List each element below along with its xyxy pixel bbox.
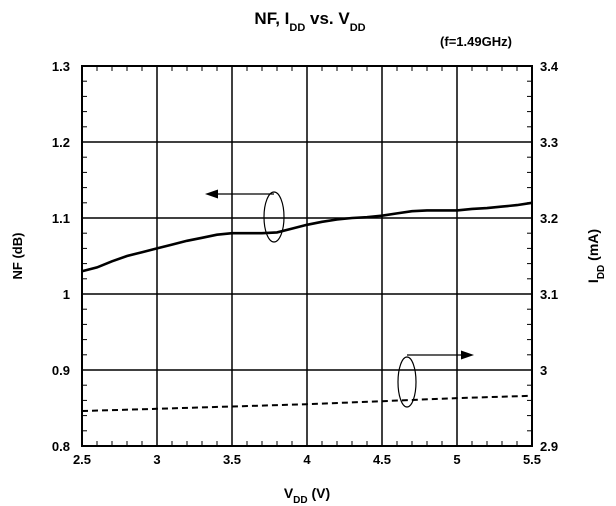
x-tick-label: 4 bbox=[303, 452, 311, 467]
chart-title: NF, IDD vs. VDD bbox=[254, 9, 365, 34]
nf-axis-indicator bbox=[205, 189, 285, 243]
x-tick-label: 3.5 bbox=[223, 452, 241, 467]
y-right-tick-label: 3.4 bbox=[540, 59, 559, 74]
x-tick-label: 4.5 bbox=[373, 452, 391, 467]
y-right-axis-label: IDD (mA) bbox=[585, 229, 607, 283]
y-left-tick-label: 1.3 bbox=[52, 59, 70, 74]
y-left-tick-label: 1.1 bbox=[52, 211, 70, 226]
y-right-tick-label: 3.2 bbox=[540, 211, 558, 226]
nf-indicator-ellipse bbox=[263, 191, 285, 243]
y-left-tick-label: 1 bbox=[63, 287, 70, 302]
minor-ticks bbox=[82, 66, 532, 446]
y-right-tick-labels: 2.9 3 3.1 3.2 3.3 3.4 bbox=[540, 59, 559, 454]
y-left-tick-label: 1.2 bbox=[52, 135, 70, 150]
y-right-tick-label: 3.1 bbox=[540, 287, 558, 302]
y-right-tick-label: 2.9 bbox=[540, 439, 558, 454]
nf-indicator-arrow-head bbox=[205, 189, 218, 199]
x-tick-labels: 2.5 3 3.5 4 4.5 5 5.5 bbox=[73, 452, 541, 467]
x-tick-label: 3 bbox=[153, 452, 160, 467]
idd-series-line bbox=[81, 394, 533, 412]
y-right-tick-label: 3 bbox=[540, 363, 547, 378]
x-tick-label: 2.5 bbox=[73, 452, 91, 467]
y-left-tick-label: 0.9 bbox=[52, 363, 70, 378]
x-tick-label: 5.5 bbox=[523, 452, 541, 467]
idd-indicator-ellipse bbox=[397, 356, 417, 408]
grid-lines bbox=[82, 66, 532, 446]
idd-axis-indicator bbox=[397, 350, 474, 408]
chart-subtitle: (f=1.49GHz) bbox=[440, 34, 512, 49]
y-left-tick-labels: 0.8 0.9 1 1.1 1.2 1.3 bbox=[52, 59, 70, 454]
x-axis-label: VDD (V) bbox=[284, 485, 330, 506]
y-left-tick-label: 0.8 bbox=[52, 439, 70, 454]
nf-series-line bbox=[81, 201, 533, 273]
idd-indicator-arrow-head bbox=[461, 350, 474, 360]
y-right-tick-label: 3.3 bbox=[540, 135, 558, 150]
x-tick-label: 5 bbox=[453, 452, 460, 467]
y-left-axis-label: NF (dB) bbox=[10, 233, 25, 280]
